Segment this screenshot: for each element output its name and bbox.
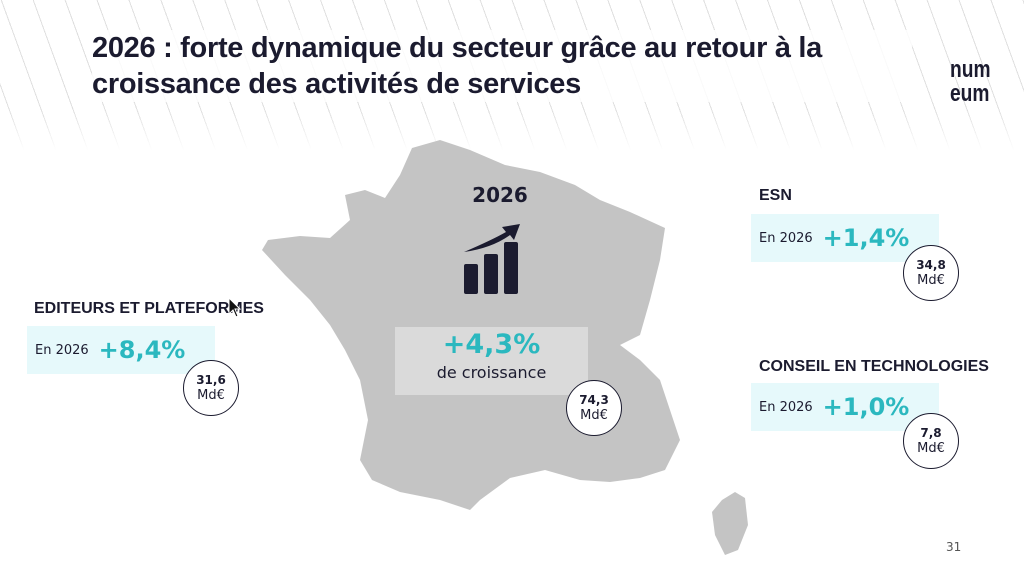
page-number: 31 — [946, 540, 962, 554]
total-growth-label: de croissance — [436, 363, 547, 382]
sector-title-conseil: CONSEIL EN TECHNOLOGIES — [759, 358, 989, 375]
sector-value-editeurs: 31,6 Md€ — [183, 360, 239, 416]
sector-box-conseil: En 2026 +1,0% — [751, 383, 939, 431]
corsica — [712, 492, 748, 555]
sector-title-esn: ESN — [759, 187, 792, 204]
numeum-logo: num eum — [950, 56, 991, 107]
total-value-badge: 74,3 Md€ — [566, 380, 622, 436]
total-growth-box: +4,3% de croissance — [395, 327, 588, 395]
page-title: 2026 : forte dynamique du secteur grâce … — [92, 30, 912, 102]
sector-value-conseil: 7,8 Md€ — [903, 413, 959, 469]
sector-box-esn: En 2026 +1,4% — [751, 214, 939, 262]
mouse-cursor-icon — [228, 297, 242, 318]
sector-box-editeurs: En 2026 +8,4% — [27, 326, 215, 374]
center-year: 2026 — [472, 183, 528, 207]
total-growth: +4,3% — [442, 329, 541, 360]
growth-chart-icon — [464, 224, 520, 294]
sector-title-editeurs: EDITEURS ET PLATEFORMES — [34, 300, 264, 317]
sector-value-esn: 34,8 Md€ — [903, 245, 959, 301]
